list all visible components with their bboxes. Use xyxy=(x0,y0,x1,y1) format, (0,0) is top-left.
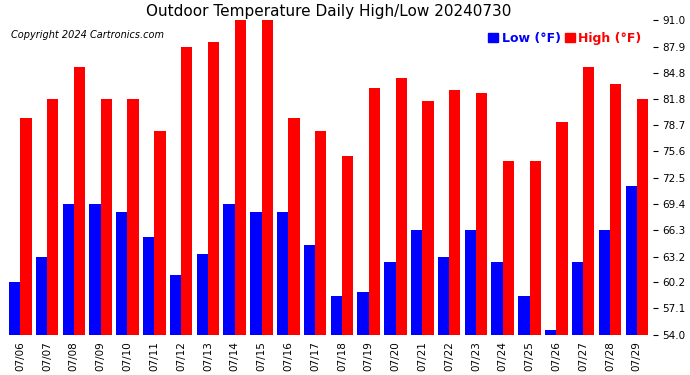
Bar xyxy=(545,330,556,335)
Bar xyxy=(368,88,380,335)
Bar xyxy=(155,131,166,335)
Bar xyxy=(395,78,407,335)
Bar xyxy=(626,186,637,335)
Bar xyxy=(449,90,460,335)
Bar xyxy=(599,230,610,335)
Bar xyxy=(304,246,315,335)
Bar xyxy=(464,230,476,335)
Title: Outdoor Temperature Daily High/Low 20240730: Outdoor Temperature Daily High/Low 20240… xyxy=(146,4,511,19)
Text: Copyright 2024 Cartronics.com: Copyright 2024 Cartronics.com xyxy=(10,30,164,40)
Bar xyxy=(20,118,32,335)
Bar xyxy=(422,101,433,335)
Bar xyxy=(74,67,85,335)
Bar xyxy=(637,99,648,335)
Bar xyxy=(224,204,235,335)
Legend: Low (°F), High (°F): Low (°F), High (°F) xyxy=(483,27,647,50)
Bar xyxy=(357,292,368,335)
Bar xyxy=(503,160,514,335)
Bar xyxy=(9,282,20,335)
Bar xyxy=(197,254,208,335)
Bar xyxy=(288,118,299,335)
Bar xyxy=(143,237,155,335)
Bar xyxy=(556,122,568,335)
Bar xyxy=(36,256,47,335)
Bar xyxy=(208,42,219,335)
Bar xyxy=(250,211,262,335)
Bar xyxy=(181,46,193,335)
Bar xyxy=(90,204,101,335)
Bar xyxy=(101,99,112,335)
Bar xyxy=(235,20,246,335)
Bar xyxy=(572,262,583,335)
Bar xyxy=(170,275,181,335)
Bar xyxy=(491,262,503,335)
Bar xyxy=(438,256,449,335)
Bar xyxy=(411,230,422,335)
Bar xyxy=(529,160,541,335)
Bar xyxy=(47,99,59,335)
Bar xyxy=(277,211,288,335)
Bar xyxy=(331,297,342,335)
Bar xyxy=(315,131,326,335)
Bar xyxy=(116,211,128,335)
Bar xyxy=(583,67,594,335)
Bar xyxy=(128,99,139,335)
Bar xyxy=(610,84,621,335)
Bar xyxy=(518,297,529,335)
Bar xyxy=(476,93,487,335)
Bar xyxy=(262,20,273,335)
Bar xyxy=(384,262,395,335)
Bar xyxy=(63,204,74,335)
Bar xyxy=(342,156,353,335)
